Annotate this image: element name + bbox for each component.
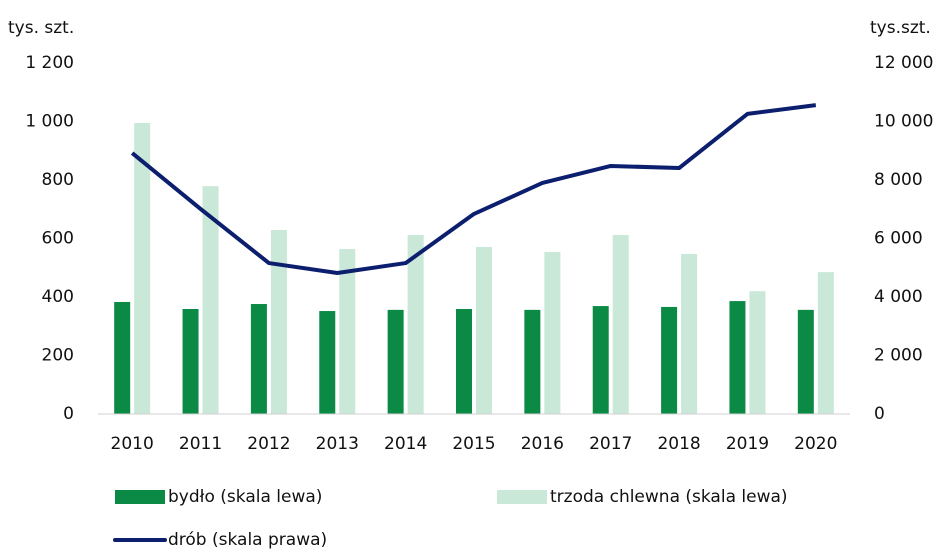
bar (407, 234, 424, 414)
y-tick-label: 0 (63, 404, 74, 424)
bar (661, 306, 678, 414)
y2-tick-label: 10 000 (874, 112, 933, 132)
x-tick-label: 2014 (384, 434, 427, 454)
y-tick-label: 800 (42, 170, 74, 190)
y-axis-title: tys. szt. (8, 18, 74, 38)
y2-tick-label: 4 000 (874, 287, 923, 307)
bar (612, 234, 629, 414)
y2-axis-title: tys.szt. (870, 18, 931, 38)
bar (476, 246, 492, 414)
y-tick-label: 1 000 (25, 112, 74, 132)
bar (797, 309, 814, 414)
x-tick-label: 2013 (316, 434, 359, 454)
bar (544, 251, 561, 414)
y2-tick-label: 6 000 (874, 229, 923, 249)
x-tick-label: 2011 (179, 434, 222, 454)
y2-tick-label: 0 (874, 404, 885, 424)
x-tick-label: 2018 (657, 434, 700, 454)
legend-label: trzoda chlewna (skala lewa) (550, 487, 788, 507)
bar (134, 122, 151, 415)
bar (339, 249, 356, 414)
bar (592, 306, 609, 414)
line-series (130, 103, 817, 276)
x-tick-label: 2019 (726, 434, 769, 454)
legend-swatch (497, 490, 547, 504)
x-tick-label: 2020 (794, 434, 837, 454)
y-tick-label: 200 (42, 346, 74, 366)
y-tick-label: 600 (42, 229, 74, 249)
bar (456, 308, 472, 414)
y2-tick-label: 12 000 (874, 53, 933, 73)
x-tick-label: 2012 (247, 434, 290, 454)
bar (182, 308, 199, 414)
bar (729, 301, 746, 414)
x-tick-label: 2016 (521, 434, 564, 454)
legend-swatch (115, 490, 165, 504)
legend-label: drób (skala prawa) (168, 530, 327, 550)
bar (202, 186, 219, 414)
x-tick-label: 2017 (589, 434, 632, 454)
bar (114, 301, 131, 414)
y-tick-label: 400 (42, 287, 74, 307)
bar (817, 272, 834, 414)
x-tick-label: 2010 (111, 434, 154, 454)
y2-tick-label: 8 000 (874, 170, 923, 190)
legend-label: bydło (skala lewa) (168, 487, 322, 507)
bar (270, 230, 287, 414)
bar (749, 291, 766, 414)
bar (319, 311, 336, 414)
bar (387, 309, 404, 414)
bar (524, 309, 541, 414)
bar (250, 304, 267, 414)
x-tick-label: 2015 (452, 434, 495, 454)
y2-tick-label: 2 000 (874, 346, 923, 366)
bar (681, 254, 698, 414)
y-tick-label: 1 200 (25, 53, 74, 73)
